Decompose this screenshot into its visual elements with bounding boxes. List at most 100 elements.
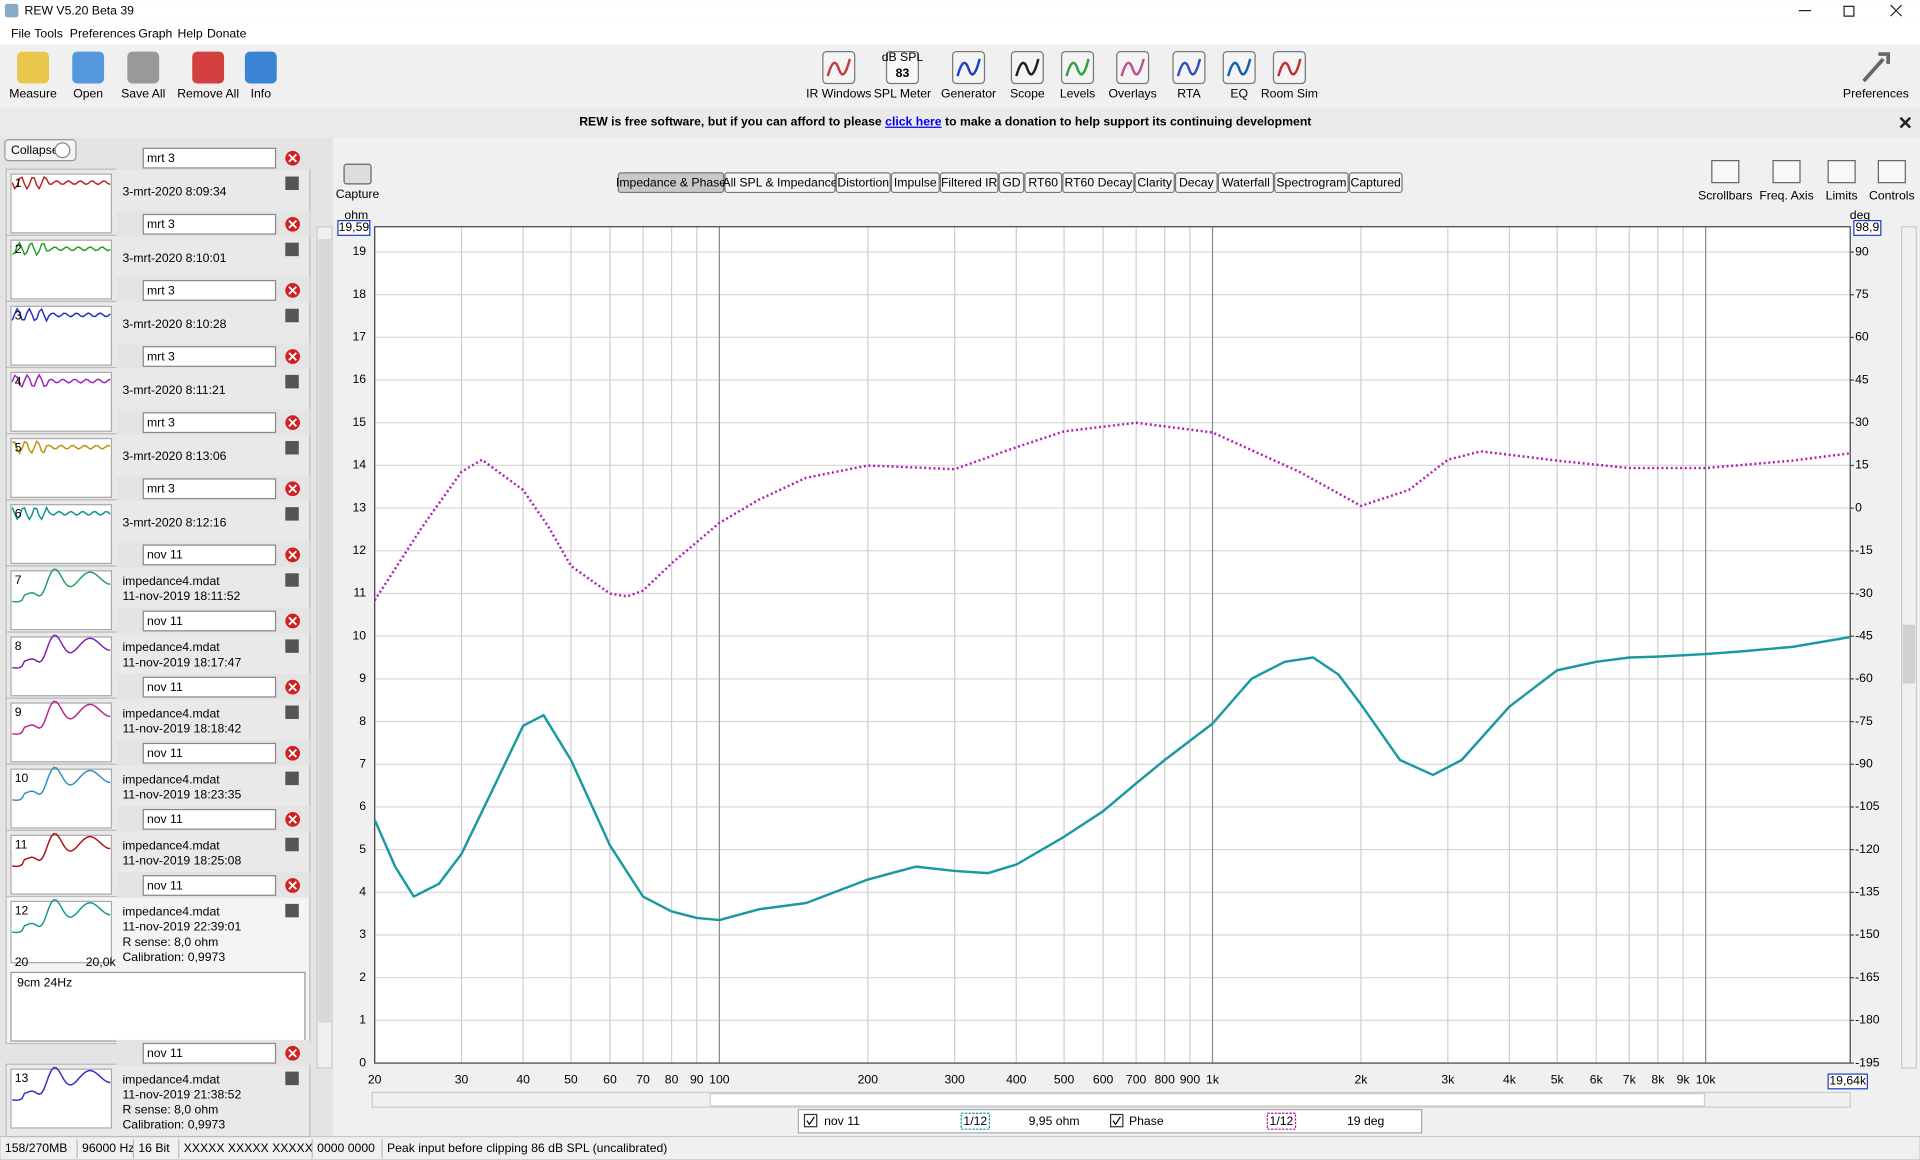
- limit-label[interactable]: 19,59: [339, 220, 370, 234]
- limit-box[interactable]: [337, 220, 371, 236]
- graph-tab-label[interactable]: Clarity: [1137, 175, 1173, 189]
- graph-tab-label[interactable]: RT60 Decay: [1064, 175, 1133, 189]
- menu-item[interactable]: File: [11, 27, 31, 41]
- measurement-name[interactable]: nov 11: [147, 812, 183, 826]
- name-field[interactable]: [142, 346, 277, 367]
- menu-item[interactable]: Preferences: [70, 27, 136, 41]
- graph-tab[interactable]: [1024, 172, 1063, 194]
- toolbar-label[interactable]: Info: [251, 87, 272, 101]
- graph-tab[interactable]: [1062, 172, 1135, 194]
- limit-label[interactable]: 98,9: [1855, 220, 1879, 234]
- item-icon[interactable]: [285, 308, 299, 323]
- control-icon[interactable]: [1711, 160, 1740, 184]
- graph-vscroll-thumb[interactable]: [1902, 624, 1916, 684]
- item-icon[interactable]: [285, 771, 299, 786]
- panel-scroll-thumb[interactable]: [318, 238, 331, 1023]
- toolbar-label[interactable]: Remove All: [177, 87, 239, 101]
- graph-tab[interactable]: [1274, 172, 1349, 194]
- banner-link[interactable]: click here: [885, 115, 942, 129]
- control-icon[interactable]: [1827, 160, 1856, 184]
- control-icon[interactable]: [1772, 160, 1801, 184]
- graph-tab-label[interactable]: Spectrogram: [1276, 175, 1346, 189]
- graph-tab[interactable]: [1217, 172, 1275, 194]
- item-icon[interactable]: [285, 639, 299, 653]
- item-icon[interactable]: [285, 176, 299, 190]
- graph-tab-label[interactable]: Decay: [1179, 175, 1215, 189]
- name-field[interactable]: [142, 610, 277, 632]
- control-label[interactable]: Limits: [1826, 188, 1858, 202]
- control-label[interactable]: Controls: [1869, 188, 1915, 202]
- legend-checkbox[interactable]: [1110, 1113, 1124, 1128]
- toolbar-label[interactable]: EQ: [1230, 87, 1248, 101]
- limit-box[interactable]: [1827, 1073, 1868, 1090]
- name-field[interactable]: [142, 412, 277, 434]
- measurement-name[interactable]: mrt 3: [147, 349, 175, 363]
- toolbar-icon[interactable]: [885, 51, 919, 85]
- graph-tab[interactable]: [1134, 172, 1175, 194]
- banner-close[interactable]: [1899, 116, 1912, 129]
- name-field[interactable]: [142, 676, 277, 698]
- graph-tab-label[interactable]: Impulse: [894, 175, 937, 189]
- toolbar-label[interactable]: Measure: [9, 87, 57, 101]
- graph-tab[interactable]: [835, 172, 891, 194]
- toolbar-icon[interactable]: [17, 51, 49, 84]
- toolbar-label[interactable]: Generator: [941, 87, 996, 101]
- toolbar-icon[interactable]: [72, 51, 105, 84]
- measurement-name[interactable]: nov 11: [147, 746, 183, 760]
- restore[interactable]: [1843, 5, 1855, 17]
- graph-tab-label[interactable]: All SPL & Impedance: [722, 175, 837, 189]
- menu-item[interactable]: Help: [178, 27, 203, 41]
- toolbar-label[interactable]: Preferences: [1843, 87, 1909, 101]
- measurement-name[interactable]: nov 11: [147, 548, 183, 562]
- measurement-name[interactable]: nov 11: [147, 680, 183, 694]
- toolbar-icon[interactable]: [192, 51, 225, 84]
- measurement-name[interactable]: nov 11: [147, 1046, 183, 1060]
- graph-tab-label[interactable]: GD: [1002, 175, 1021, 189]
- window-controls[interactable]: [1798, 4, 1903, 17]
- graph-tab[interactable]: [890, 172, 940, 194]
- toolbar-icon[interactable]: [127, 51, 160, 84]
- toolbar-label[interactable]: SPL Meter: [874, 87, 931, 101]
- name-field[interactable]: [142, 280, 277, 301]
- toolbar-label[interactable]: Save All: [121, 87, 165, 101]
- graph-tab[interactable]: [1174, 172, 1218, 194]
- graph-tab-label[interactable]: Filtered IR: [941, 175, 998, 189]
- menu-item[interactable]: Donate: [207, 27, 247, 41]
- graph-tab[interactable]: [724, 172, 836, 194]
- item-icon[interactable]: [285, 374, 299, 389]
- item-icon[interactable]: [285, 573, 299, 587]
- graph-tab[interactable]: [939, 172, 999, 194]
- graph-tab-label[interactable]: Waterfall: [1222, 175, 1270, 189]
- graph-hscroll-thumb[interactable]: [709, 1093, 1706, 1107]
- name-field[interactable]: [142, 742, 277, 764]
- item-icon[interactable]: [285, 507, 299, 521]
- graph-tab-label[interactable]: RT60: [1028, 175, 1058, 189]
- toolbar-icon[interactable]: [1862, 52, 1890, 83]
- toolbar-label[interactable]: Overlays: [1109, 87, 1157, 101]
- collapse-label[interactable]: Collapse: [11, 143, 59, 157]
- control-label[interactable]: Freq. Axis: [1759, 188, 1813, 202]
- smoothing-box[interactable]: [1266, 1112, 1297, 1130]
- name-field[interactable]: [142, 147, 277, 169]
- measurement-name[interactable]: nov 11: [147, 878, 183, 892]
- control-label[interactable]: Scrollbars: [1698, 188, 1752, 202]
- smoothing-box[interactable]: [960, 1112, 990, 1130]
- measurement-name[interactable]: mrt 3: [147, 217, 175, 231]
- name-field[interactable]: [142, 1042, 277, 1064]
- measurement-name[interactable]: mrt 3: [147, 482, 175, 496]
- menu-item[interactable]: Tools: [34, 27, 63, 41]
- name-field[interactable]: [142, 544, 277, 566]
- legend-checkbox[interactable]: [803, 1113, 818, 1128]
- legend-name[interactable]: Phase: [1129, 1114, 1164, 1128]
- measurement-name[interactable]: mrt 3: [147, 151, 175, 165]
- item-icon[interactable]: [285, 837, 299, 852]
- graph-tab[interactable]: [1348, 172, 1403, 194]
- toolbar-label[interactable]: IR Windows: [806, 87, 871, 101]
- notes-text[interactable]: 9cm 24Hz: [17, 976, 72, 990]
- measurement-name[interactable]: nov 11: [147, 614, 183, 628]
- name-field[interactable]: [142, 808, 277, 830]
- graph-tab-label[interactable]: Distortion: [837, 175, 889, 189]
- close[interactable]: [1890, 4, 1903, 17]
- item-icon[interactable]: [285, 1071, 299, 1086]
- item-icon[interactable]: [285, 705, 299, 719]
